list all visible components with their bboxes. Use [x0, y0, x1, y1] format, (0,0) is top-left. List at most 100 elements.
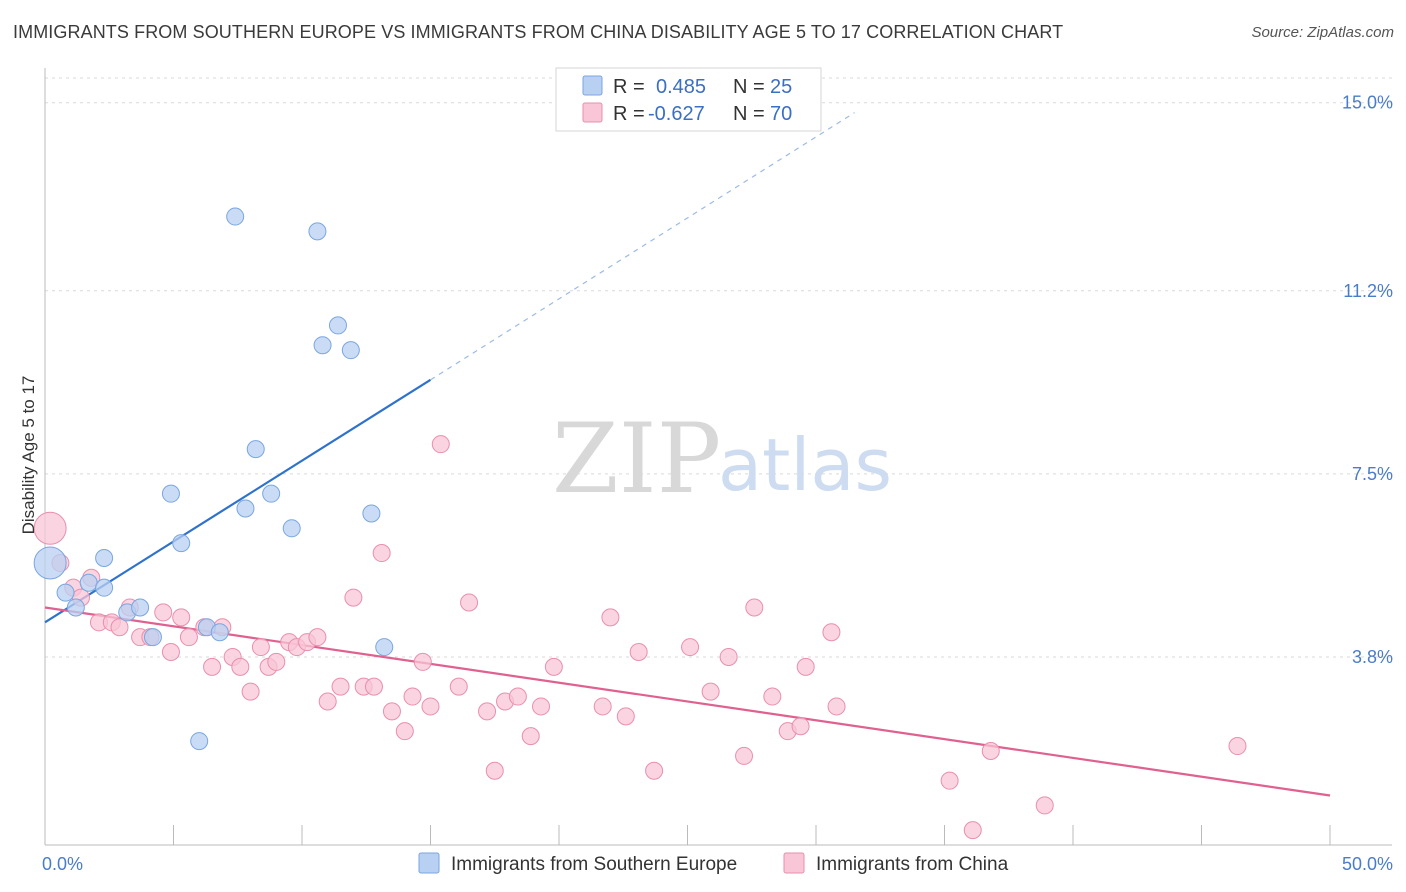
trend-line-southern-europe-extension	[430, 112, 855, 381]
x-tick-label-1: 50.0%	[1342, 854, 1393, 874]
trend-line-china	[44, 606, 1331, 797]
point-southern-europe-3	[79, 573, 98, 592]
point-southern-europe-9	[161, 484, 180, 503]
point-china-46	[521, 727, 540, 746]
chart-title: IMMIGRANTS FROM SOUTHERN EUROPE VS IMMIG…	[13, 22, 1064, 42]
point-china-12	[161, 643, 180, 662]
point-china-19	[231, 657, 250, 676]
point-china-49	[593, 697, 612, 716]
legend-n-label-1: N =	[733, 103, 765, 125]
point-china-7	[110, 618, 129, 637]
point-china-32	[364, 677, 383, 696]
point-china-56	[719, 647, 738, 666]
point-china-43	[485, 761, 504, 780]
point-southern-europe-20	[313, 336, 332, 355]
point-southern-europe-21	[328, 316, 347, 335]
point-china-13	[172, 608, 191, 627]
point-southern-europe-15	[236, 499, 255, 518]
point-china-40	[449, 677, 468, 696]
point-china-61	[791, 717, 810, 736]
point-china-37	[413, 652, 432, 671]
point-southern-europe-22	[341, 341, 360, 360]
legend-n-value-1: 70	[770, 103, 792, 125]
point-china-52	[629, 643, 648, 662]
point-southern-europe-14	[226, 207, 245, 226]
watermark-atlas: atlas	[718, 423, 892, 507]
data-points	[33, 207, 1247, 840]
point-china-53	[645, 761, 664, 780]
axes	[44, 68, 1392, 846]
point-china-48	[544, 657, 563, 676]
point-china-65	[940, 771, 959, 790]
point-southern-europe-0	[33, 546, 67, 580]
bottom-legend-swatch-pink	[783, 852, 805, 874]
point-china-16	[203, 657, 222, 676]
point-china-29	[331, 677, 350, 696]
point-southern-europe-7	[131, 598, 150, 617]
point-china-59	[763, 687, 782, 706]
point-china-42	[478, 702, 497, 721]
tick-labels: 3.8% 7.5% 11.2% 15.0% 0.0% 50.0%	[42, 93, 1393, 874]
y-tick-label-3: 15.0%	[1342, 93, 1393, 113]
point-china-50	[601, 608, 620, 627]
point-china-38	[421, 697, 440, 716]
point-china-11	[154, 603, 173, 622]
point-china-33	[372, 544, 391, 563]
point-southern-europe-5	[95, 578, 114, 597]
legend: R = 0.485 N = 25 R = -0.627 N = 70	[555, 67, 822, 132]
point-china-41	[460, 593, 479, 612]
x-tick-label-0: 0.0%	[42, 854, 83, 874]
point-southern-europe-17	[262, 484, 281, 503]
point-china-64	[827, 697, 846, 716]
legend-r-label-0: R =	[613, 76, 645, 98]
point-china-57	[735, 746, 754, 765]
point-southern-europe-10	[172, 534, 191, 553]
point-china-68	[1035, 796, 1054, 815]
point-southern-europe-19	[308, 222, 327, 241]
point-china-55	[701, 682, 720, 701]
point-southern-europe-11	[190, 732, 209, 751]
point-southern-europe-24	[375, 638, 394, 657]
point-china-51	[616, 707, 635, 726]
bottom-legend-swatch-blue	[418, 852, 440, 874]
point-southern-europe-2	[66, 598, 85, 617]
point-china-14	[179, 628, 198, 647]
point-china-28	[318, 692, 337, 711]
legend-n-value-0: 25	[770, 76, 792, 98]
point-china-58	[745, 598, 764, 617]
point-china-23	[267, 652, 286, 671]
legend-r-value-1: -0.627	[648, 103, 705, 125]
bottom-legend: Immigrants from Southern Europe Immigran…	[418, 852, 1009, 875]
point-china-0	[33, 511, 67, 545]
point-southern-europe-4	[95, 548, 114, 567]
point-southern-europe-18	[282, 519, 301, 538]
legend-n-label-0: N =	[733, 76, 765, 98]
point-china-47	[532, 697, 551, 716]
watermark-zip: ZIP	[552, 403, 721, 515]
y-tick-label-1: 7.5%	[1352, 464, 1393, 484]
point-china-54	[681, 638, 700, 657]
watermark: ZIP atlas	[552, 403, 892, 515]
legend-r-label-1: R =	[613, 103, 645, 125]
y-tick-label-0: 3.8%	[1352, 647, 1393, 667]
grid-lines	[45, 77, 1392, 658]
point-china-39	[431, 435, 450, 454]
point-china-69	[1228, 737, 1247, 756]
point-china-45	[508, 687, 527, 706]
bottom-legend-label-1: Immigrants from China	[816, 854, 1009, 875]
legend-swatch-pink	[582, 102, 603, 123]
legend-swatch-blue	[582, 75, 603, 96]
bottom-legend-label-0: Immigrants from Southern Europe	[451, 854, 737, 875]
point-china-36	[403, 687, 422, 706]
legend-r-value-0: 0.485	[656, 76, 706, 98]
point-china-27	[308, 628, 327, 647]
point-china-62	[796, 657, 815, 676]
source-label: Source: ZipAtlas.com	[1251, 24, 1394, 41]
point-southern-europe-1	[56, 583, 75, 602]
point-china-66	[963, 821, 982, 840]
point-southern-europe-13	[210, 623, 229, 642]
point-southern-europe-16	[246, 440, 265, 459]
y-tick-label-2: 11.2%	[1343, 281, 1393, 301]
y-axis-title: Disability Age 5 to 17	[19, 376, 38, 535]
